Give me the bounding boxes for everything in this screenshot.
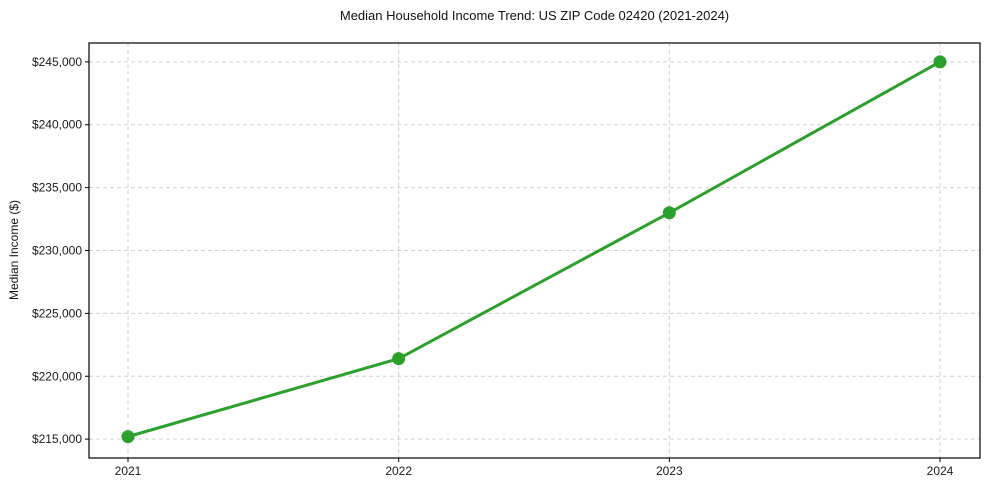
x-tick-label: 2024 (927, 464, 954, 478)
data-point-2021 (121, 430, 135, 444)
trend-line (126, 60, 942, 439)
plot-border (88, 42, 981, 459)
y-tick-label: $235,000 (32, 181, 82, 195)
y-axis-label: Median Income ($) (7, 199, 21, 301)
x-tick-label: 2022 (385, 464, 412, 478)
data-point-2023 (662, 206, 676, 220)
y-tick-label: $230,000 (32, 244, 82, 258)
x-tick-label: 2023 (656, 464, 683, 478)
x-tick-label: 2021 (115, 464, 142, 478)
data-point-2022 (392, 352, 406, 366)
data-point-2024 (933, 55, 947, 69)
y-tick-label: $240,000 (32, 118, 82, 132)
y-tick-label: $245,000 (32, 55, 82, 69)
y-tick-label: $215,000 (32, 432, 82, 446)
y-tick-label: $225,000 (32, 306, 82, 320)
y-tick-label: $220,000 (32, 369, 82, 383)
chart-title: Median Household Income Trend: US ZIP Co… (339, 8, 730, 23)
